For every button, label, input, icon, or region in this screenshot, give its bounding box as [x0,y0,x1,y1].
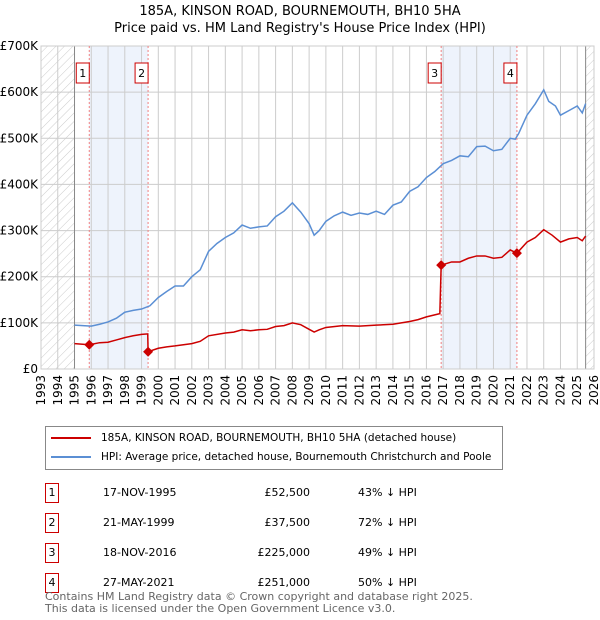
x-tick-label: 2018 [453,375,467,406]
x-tick-label: 2020 [486,375,500,406]
hpi-line [74,88,587,327]
sale-hpi-diff: 49% ↓ HPI [358,546,417,559]
y-tick-label: £400K [0,177,39,191]
x-tick-label: 2012 [352,375,366,406]
sale-marker-label: 2 [138,67,145,80]
x-tick-label: 1997 [101,375,115,406]
x-tick-label: 2007 [269,375,283,406]
sale-date: 27-MAY-2021 [103,576,175,589]
legend-swatch-red [51,437,91,439]
x-tick-label: 2008 [285,375,299,406]
sale-marker-box [503,62,518,84]
sale-marker-box [427,62,442,84]
sale-marker-label: 1 [45,483,59,503]
x-tick-label: 2015 [403,375,417,406]
y-tick-label: £300K [0,224,39,238]
footer-line-1: Contains HM Land Registry data © Crown c… [45,590,473,603]
x-tick-label: 1996 [84,375,98,406]
legend-swatch-blue [51,456,91,458]
x-tick-label: 2002 [185,375,199,406]
sale-date: 17-NOV-1995 [103,486,177,499]
shaded-band [89,46,149,369]
sale-row: 3 18-NOV-2016 £225,000 49% ↓ HPI [45,543,445,563]
y-tick-label: £600K [0,85,39,99]
x-tick-label: 2014 [386,375,400,406]
legend: 185A, KINSON ROAD, BOURNEMOUTH, BH10 5HA… [45,426,503,470]
sale-marker-label: 2 [45,513,59,533]
sale-marker-box [75,62,90,84]
sale-marker-box [134,62,149,84]
sale-hpi-diff: 43% ↓ HPI [358,486,417,499]
y-tick-label: £200K [0,270,39,284]
x-tick-label: 1998 [118,375,132,406]
x-tick-label: 1993 [34,375,48,406]
sale-marker-label: 4 [45,573,59,593]
sale-row: 4 27-MAY-2021 £251,000 50% ↓ HPI [45,573,445,593]
sale-price: £251,000 [257,576,311,589]
sale-point [84,339,95,350]
y-tick-label: £700K [0,39,39,53]
legend-item-property: 185A, KINSON ROAD, BOURNEMOUTH, BH10 5HA… [51,430,456,446]
x-tick-label: 2022 [520,375,534,406]
x-tick-label: 2005 [235,375,249,406]
sale-marker-label: 1 [79,67,86,80]
y-tick-label: £500K [0,131,39,145]
sale-marker-label: 4 [507,67,514,80]
sale-marker-label: 3 [431,67,438,80]
x-tick-label: 2024 [553,375,567,406]
x-tick-label: 2021 [503,375,517,406]
sale-point [143,346,154,357]
sale-row: 1 17-NOV-1995 £52,500 43% ↓ HPI [45,483,445,503]
x-tick-label: 2000 [151,375,165,406]
legend-label: HPI: Average price, detached house, Bour… [101,451,492,463]
x-tick-label: 2004 [218,375,232,406]
hatched-region [585,46,594,369]
x-tick-label: 2016 [419,375,433,406]
footer-line-2: This data is licensed under the Open Gov… [45,602,396,615]
sale-price: £225,000 [257,546,311,559]
x-tick-label: 1994 [51,375,65,406]
x-tick-label: 2023 [537,375,551,406]
x-tick-label: 2025 [570,375,584,406]
sale-price: £37,500 [264,516,311,529]
legend-item-hpi: HPI: Average price, detached house, Bour… [51,449,491,465]
x-tick-label: 2013 [369,375,383,406]
sale-date: 18-NOV-2016 [103,546,177,559]
y-tick-label: £0 [23,362,38,376]
plot-area: 1993 1994 1995 1996 1997 1998 1999 2000 2001 2002… [0,39,600,406]
sale-hpi-diff: 50% ↓ HPI [358,576,417,589]
x-tick-label: 2011 [336,375,350,406]
sale-hpi-diff: 72% ↓ HPI [358,516,417,529]
x-tick-label: 2010 [319,375,333,406]
legend-label: 185A, KINSON ROAD, BOURNEMOUTH, BH10 5HA… [101,432,457,444]
x-tick-label: 2006 [252,375,266,406]
sale-point [511,248,522,259]
x-tick-label: 2003 [202,375,216,406]
y-tick-label: £100K [0,316,39,330]
x-tick-label: 2009 [302,375,316,406]
x-tick-label: 1999 [135,375,149,406]
sale-marker-label: 3 [45,543,59,563]
x-tick-label: 2019 [470,375,484,406]
sale-price: £52,500 [264,486,311,499]
sale-point [436,260,447,271]
x-tick-label: 2017 [436,375,450,406]
chart-subtitle: Price paid vs. HM Land Registry's House … [114,21,486,36]
shaded-band [441,46,517,369]
chart-title: 185A, KINSON ROAD, BOURNEMOUTH, BH10 5HA [139,4,461,19]
sale-date: 21-MAY-1999 [103,516,175,529]
x-tick-label: 2026 [587,375,600,406]
x-tick-label: 2001 [168,375,182,406]
x-tick-label: 1995 [68,375,82,406]
sale-row: 2 21-MAY-1999 £37,500 72% ↓ HPI [45,513,445,533]
plot-border [40,45,595,370]
